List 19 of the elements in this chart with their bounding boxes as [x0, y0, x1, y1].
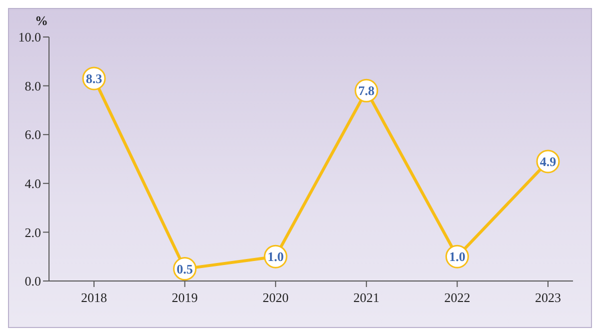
x-tick-label: 2018: [81, 290, 107, 306]
data-label: 4.9: [540, 154, 557, 169]
y-axis-title: %: [35, 13, 48, 29]
y-tick-label: 8.0: [24, 78, 41, 94]
x-tick-label: 2022: [444, 290, 470, 306]
x-tick-label: 2020: [262, 290, 289, 306]
data-label: 1.0: [449, 249, 466, 264]
y-tick-label: 10.0: [18, 30, 41, 45]
x-tick-label: 2023: [535, 290, 561, 306]
y-tick-label: 4.0: [24, 176, 41, 192]
data-label: 7.8: [358, 83, 376, 98]
y-tick-label: 6.0: [24, 127, 41, 142]
data-label: 8.3: [86, 70, 103, 86]
x-tick-label: 2019: [172, 290, 198, 306]
data-label: 1.0: [267, 249, 284, 264]
y-tick-label: 0.0: [24, 274, 41, 289]
y-tick-label: 2.0: [24, 224, 41, 240]
x-tick-label: 2021: [353, 290, 380, 306]
data-label: 0.5: [176, 261, 194, 276]
